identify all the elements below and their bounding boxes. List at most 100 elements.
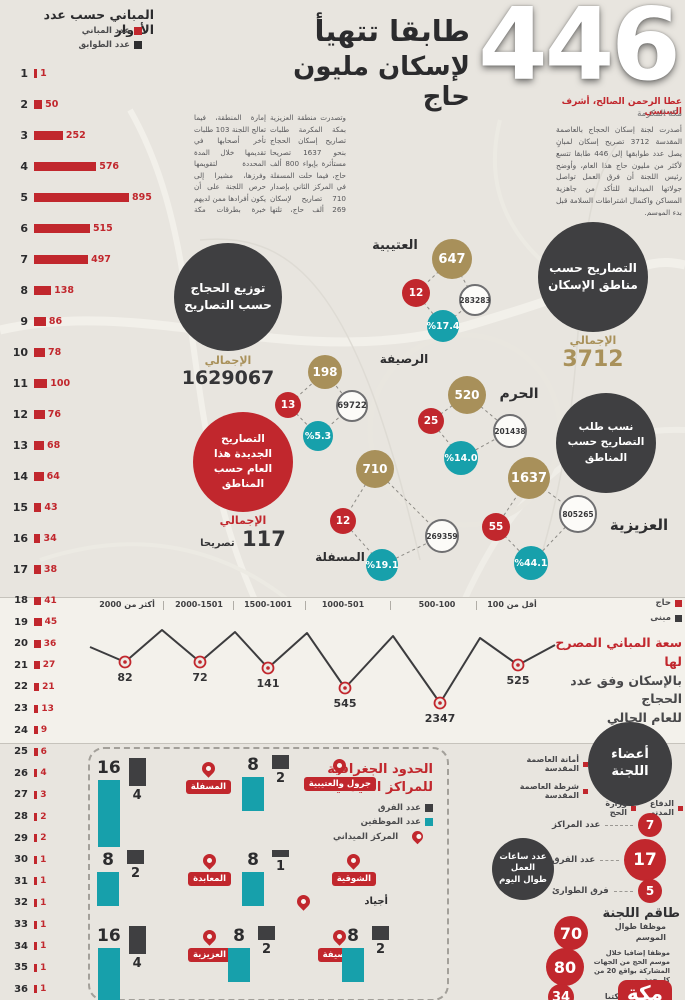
building-count-value: 43 [44, 501, 58, 513]
center-pin-group: المعابدة [188, 851, 231, 886]
district-permits-circle: 198 [308, 355, 342, 389]
building-count-value: 64 [46, 470, 60, 482]
district-share-circle: %17.4 [427, 310, 459, 342]
district-new-permits-circle: 25 [418, 408, 444, 434]
teams-column: 8 [97, 850, 119, 906]
bar-floor-count: 35 [14, 962, 28, 974]
building-count-bar [34, 877, 38, 886]
legend-label: عدد المباني [81, 26, 130, 36]
district-permits-circle: 1637 [508, 457, 550, 499]
district-share-circle: %14.0 [444, 441, 478, 475]
member-bullet [583, 788, 588, 794]
legend-swatch [134, 27, 142, 35]
bar-row: 3 252 [4, 120, 179, 150]
teams-column: 8 [242, 755, 264, 811]
description-line: للعام الحالي [606, 710, 682, 725]
total-value: 117 تصريحا [191, 527, 295, 551]
bar-floor-count: 36 [14, 983, 28, 995]
teams-column: 8 [228, 926, 250, 982]
pilgrims-total: الإجمالي 1629067 [176, 354, 280, 389]
field-center-item: أجياد [248, 892, 388, 985]
member-name: الدفاع المدني [647, 799, 674, 817]
bar-floor-count: 18 [14, 595, 28, 606]
total-label: الإجمالي [569, 334, 617, 347]
district-permits-circle: 710 [356, 450, 394, 488]
newspaper-logo: مكة MAKKAH NEWSPAPER [618, 980, 672, 1000]
building-count-bar [34, 639, 41, 648]
bar-floor-count: 21 [14, 659, 28, 671]
bar-floor-count: 14 [12, 469, 28, 483]
building-count-value: 1 [40, 897, 47, 908]
staff-column: 1 [272, 850, 289, 906]
staff-column: 2 [372, 926, 389, 982]
teams-bar [97, 780, 120, 848]
bar-legend-item: عدد المباني [30, 26, 142, 36]
centers-legend-item: المركز الميداني [333, 828, 433, 845]
district-name: العزيزية [609, 516, 669, 534]
staff-count: 2 [375, 942, 386, 957]
committee-title-line: أعضاء [611, 747, 649, 763]
center-name-pill: العزيزية [187, 948, 231, 962]
building-count-value: 515 [92, 222, 113, 234]
bar-floor-count: 23 [14, 703, 28, 714]
bar-floor-count: 19 [14, 616, 28, 628]
field-center-item: 16 4 المسفلة [97, 758, 237, 848]
building-count-value: 27 [42, 660, 56, 671]
legend-swatch [675, 599, 682, 607]
teams-bar [97, 948, 120, 1000]
total-number: 117 [242, 527, 286, 551]
bar-floor-count: 26 [14, 767, 28, 779]
bar-floor-count: 7 [20, 252, 28, 266]
building-count-bar [34, 564, 41, 574]
field-center-pin-icon [294, 892, 313, 911]
center-pin-group: الشوقية [331, 851, 376, 886]
building-count-value: 3 [40, 789, 47, 800]
district-name: المسفلة [315, 550, 365, 564]
total-suffix: تصريحا [200, 538, 235, 549]
staff-stat-circle: 70 [554, 916, 588, 950]
bar-floor-count: 25 [14, 746, 28, 758]
building-count-bar [34, 130, 63, 140]
new-permits-total: الإجمالي 117 تصريحا [191, 514, 295, 551]
bar-floor-count: 3 [20, 128, 28, 142]
bar-row: 26 4 [4, 763, 179, 784]
bar-row: 34 1 [4, 936, 179, 957]
member-bullet [583, 761, 588, 767]
building-count-value: 100 [50, 377, 71, 389]
center-name-pill: الشوقية [331, 872, 376, 886]
bar-row: 12 76 [4, 399, 179, 429]
bar-row: 30 1 [4, 849, 179, 870]
building-count-value: 1 [40, 854, 47, 865]
bar-floor-count: 31 [14, 875, 28, 887]
building-count-value: 1 [40, 919, 47, 930]
building-count-value: 78 [48, 346, 62, 358]
field-centers-box: الحدود الجغرافية للمراكز الميدانية عدد ال… [88, 747, 449, 1000]
stat-circle: 17 [624, 839, 666, 881]
work-hours-line: طوال اليوم [499, 874, 547, 885]
building-count-bar [34, 68, 38, 78]
district-new-permits-circle: 12 [402, 279, 430, 307]
staff-stat: 70 موظفا طوال الموسم [554, 916, 666, 950]
category-separator [476, 601, 477, 610]
category-label: 2000-1501 [175, 600, 223, 609]
building-count-bar [34, 661, 40, 670]
line-chart-value: 82 [117, 671, 132, 684]
building-count-bar [34, 747, 38, 756]
building-count-value: 50 [45, 98, 59, 110]
line-chart-point-dot [343, 686, 347, 690]
building-count-bar [34, 223, 90, 233]
total-value: 3712 [562, 347, 624, 372]
bubble-permits-by-area: التصاريح حسب مناطق الإسكان [538, 222, 648, 332]
bar-row: 27 3 [4, 784, 179, 805]
bar-floor-count: 9 [20, 314, 28, 328]
building-count-value: 13 [41, 703, 54, 714]
capacity-legend-item: مبنى [626, 613, 682, 623]
staff-bar [128, 758, 146, 786]
bar-floor-count: 24 [14, 724, 28, 736]
staff-stat-label: مكتبا [604, 991, 624, 1000]
staff-bar [272, 755, 289, 769]
building-count-bar [34, 682, 40, 691]
member-name: شرطة العاصمة المقدسة [519, 782, 579, 800]
